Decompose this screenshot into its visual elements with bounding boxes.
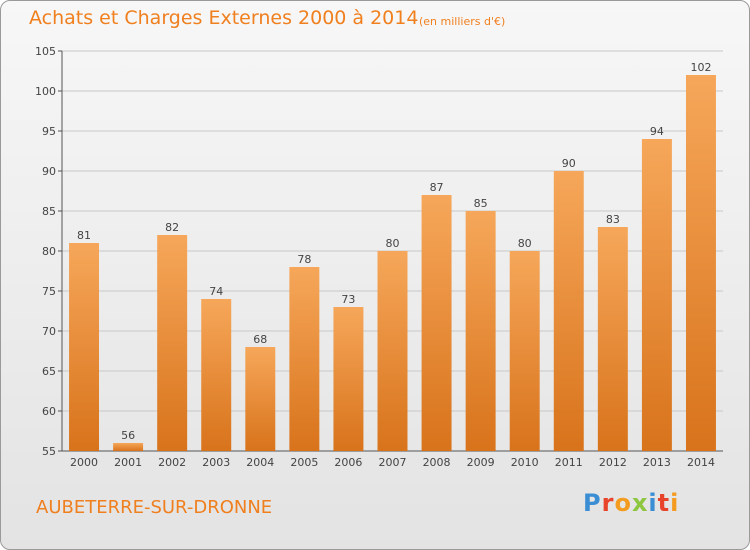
x-tick-label: 2012	[599, 456, 627, 469]
data-label: 74	[209, 285, 223, 298]
bar	[553, 171, 584, 451]
bar	[289, 267, 320, 451]
x-tick-label: 2002	[158, 456, 186, 469]
x-tick-label: 2009	[467, 456, 495, 469]
x-tick-label: 2000	[70, 456, 98, 469]
y-tick-label: 70	[42, 325, 56, 338]
bar	[245, 347, 276, 451]
x-tick-label: 2007	[379, 456, 407, 469]
label-layer: 55 60 65 70 75 80 85 90 95 100 105 81 2000 56 2001 82 20…	[35, 45, 715, 469]
logo-letter: i	[670, 489, 680, 517]
data-label: 90	[562, 157, 576, 170]
bar	[69, 243, 100, 451]
logo-letter: P	[583, 489, 602, 517]
y-tick-label: 95	[42, 125, 56, 138]
bar-layer	[69, 75, 716, 451]
data-label: 94	[650, 125, 664, 138]
y-tick-label: 55	[42, 445, 56, 458]
data-label: 85	[474, 197, 488, 210]
logo-letter: o	[614, 489, 632, 517]
data-label: 102	[690, 61, 711, 74]
x-tick-label: 2008	[423, 456, 451, 469]
x-tick-label: 2010	[511, 456, 539, 469]
y-tick-label: 100	[35, 85, 56, 98]
bar	[465, 211, 496, 451]
data-label: 56	[121, 429, 135, 442]
data-label: 78	[297, 253, 311, 266]
y-tick-label: 105	[35, 45, 56, 58]
logo-letter: x	[631, 489, 649, 517]
y-tick-label: 75	[42, 285, 56, 298]
chart-unit: (en milliers d'€)	[419, 15, 506, 28]
bar	[685, 75, 716, 451]
data-label: 87	[430, 181, 444, 194]
bar	[113, 443, 144, 451]
x-tick-label: 2001	[114, 456, 142, 469]
logo-letter: t	[657, 489, 671, 517]
x-tick-label: 2004	[246, 456, 274, 469]
data-label: 68	[253, 333, 267, 346]
x-tick-label: 2013	[643, 456, 671, 469]
commune-name: AUBETERRE-SUR-DRONNE	[36, 497, 273, 518]
logo-letter: r	[601, 489, 615, 517]
data-label: 83	[606, 213, 620, 226]
data-label: 82	[165, 221, 179, 234]
bar	[157, 235, 188, 451]
x-tick-label: 2014	[687, 456, 715, 469]
data-label: 81	[77, 229, 91, 242]
x-tick-label: 2011	[555, 456, 583, 469]
bar	[509, 251, 540, 451]
y-tick-label: 85	[42, 205, 56, 218]
x-tick-label: 2006	[334, 456, 362, 469]
data-label: 73	[341, 293, 355, 306]
x-tick-label: 2003	[202, 456, 230, 469]
logo-letter: i	[648, 489, 658, 517]
bar	[421, 195, 452, 451]
chart-title: Achats et Charges Externes 2000 à 2014	[29, 7, 419, 29]
y-tick-label: 60	[42, 405, 56, 418]
bar	[597, 227, 628, 451]
y-tick-label: 90	[42, 165, 56, 178]
y-tick-label: 80	[42, 245, 56, 258]
proxiti-logo: Proxiti	[583, 489, 693, 523]
bar	[641, 139, 672, 451]
x-tick-label: 2005	[290, 456, 318, 469]
data-label: 80	[518, 237, 532, 250]
data-label: 80	[386, 237, 400, 250]
bar	[377, 251, 408, 451]
bar	[333, 307, 364, 451]
y-tick-label: 65	[42, 365, 56, 378]
bar	[201, 299, 232, 451]
